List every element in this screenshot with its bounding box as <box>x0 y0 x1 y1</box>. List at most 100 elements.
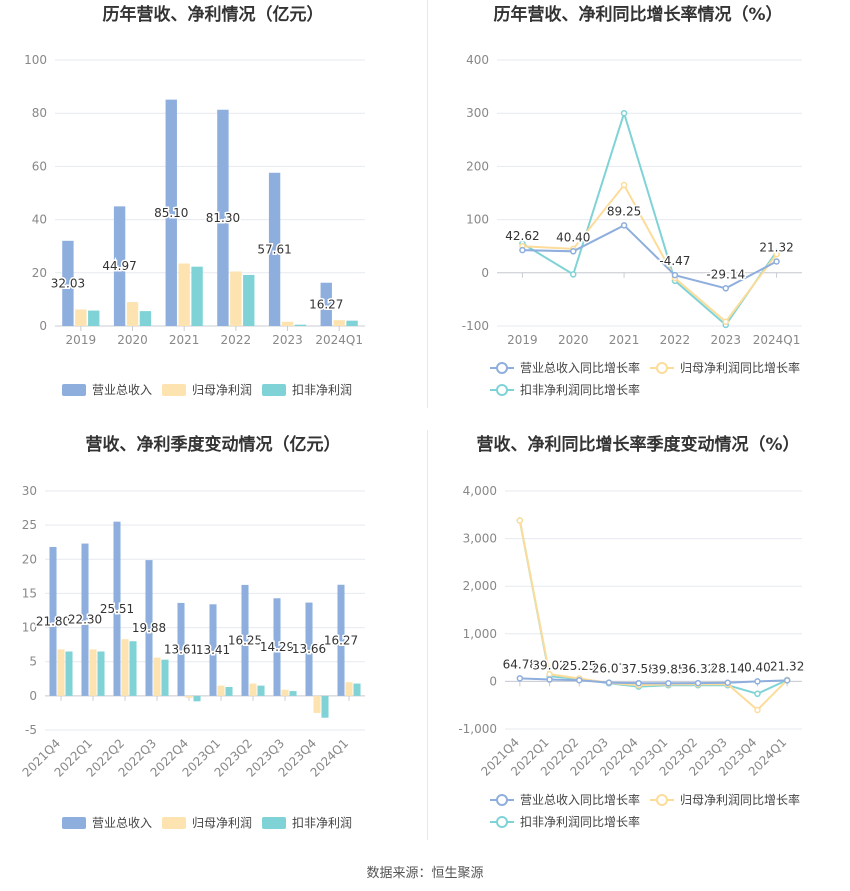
bar-2 <box>281 321 294 326</box>
series-point <box>570 248 577 255</box>
y-tick-label: 400 <box>466 53 489 67</box>
y-tick-label: 5 <box>29 655 37 669</box>
y-tick-label: 20 <box>32 266 47 280</box>
legend-swatch <box>62 384 86 396</box>
bar-3 <box>243 274 255 326</box>
data-label: 13.61 <box>164 642 198 656</box>
series-point <box>722 318 729 325</box>
data-label: 25.51 <box>100 602 134 616</box>
bar-1 <box>113 521 121 696</box>
legend-swatch <box>262 817 286 829</box>
bar-3 <box>289 691 297 696</box>
legend-label: 归母净利润 <box>192 383 252 397</box>
data-label: 85.10 <box>154 206 188 220</box>
data-label: 81.30 <box>206 211 240 225</box>
data-label: 14.29 <box>260 640 294 654</box>
y-tick-label: -5 <box>25 723 37 737</box>
y-tick-label: 4,000 <box>463 484 497 498</box>
bar-1 <box>337 584 345 696</box>
legend-label: 营业总收入同比增长率 <box>520 360 640 375</box>
legend: 营业总收入 归母净利润 扣非净利润 <box>62 816 352 830</box>
bar-2 <box>217 685 225 696</box>
y-tick-label: 1,000 <box>463 627 497 641</box>
bar-1 <box>217 109 229 326</box>
series-point <box>570 271 577 278</box>
legend-swatch-marker <box>496 384 508 396</box>
y-tick-label: 3,000 <box>463 532 497 546</box>
x-tick-label: 2022 <box>660 333 691 347</box>
series-point <box>694 679 702 687</box>
y-tick-label: 200 <box>466 159 489 173</box>
bar-3 <box>129 641 137 696</box>
x-tick-label: 2023 <box>272 333 303 347</box>
series-point <box>620 222 628 229</box>
series-line-3 <box>518 520 788 695</box>
bar-1 <box>49 546 57 696</box>
data-label: 37.58 <box>621 662 655 676</box>
legend-label: 扣非净利润 <box>292 383 352 397</box>
chart-title: 营收、净利季度变动情况（亿元） <box>86 434 341 455</box>
series-point <box>576 676 583 684</box>
data-label: 21.32 <box>770 659 804 673</box>
y-tick-label: 2,000 <box>463 579 497 593</box>
bar-1 <box>62 240 74 326</box>
legend-swatch <box>162 384 186 396</box>
bar-2 <box>249 683 257 696</box>
bar-3 <box>225 686 233 696</box>
data-label: 16.27 <box>309 297 343 311</box>
data-label: 57.61 <box>257 242 291 256</box>
chart-title: 营收、净利同比增长率季度变动情况（%） <box>476 434 799 455</box>
data-label: 64.78 <box>503 657 537 671</box>
y-tick-label: 100 <box>24 53 47 67</box>
chart-panel-2: 历年营收、净利同比增长率情况（%） -100 0 100 200 300 400 2019 20… <box>462 4 802 397</box>
y-tick-label: 40 <box>32 213 47 227</box>
series-line-3 <box>521 109 778 327</box>
bar-2 <box>281 689 289 696</box>
legend: 营业总收入 归母净利润 扣非净利润 <box>62 383 352 397</box>
bar-2 <box>153 657 161 696</box>
data-label: 22.30 <box>68 613 102 627</box>
x-tick-label: 2020 <box>558 333 589 347</box>
bar-1 <box>241 584 249 696</box>
x-tick-label: 2021 <box>169 333 200 347</box>
series-point <box>754 690 761 698</box>
data-label: 39.85 <box>651 662 685 676</box>
series-point <box>671 271 679 279</box>
bar-3 <box>346 320 358 326</box>
series-point <box>724 679 731 686</box>
data-label: 16.25 <box>228 633 262 647</box>
bar-2 <box>333 320 345 326</box>
bar-3 <box>161 659 169 696</box>
legend-label: 归母净利润同比增长率 <box>680 792 800 807</box>
series-point <box>546 676 553 683</box>
legend-label: 营业总收入同比增长率 <box>520 792 640 807</box>
y-tick-label: 25 <box>22 518 37 532</box>
data-label: 28.14 <box>711 662 745 676</box>
y-tick-label: 15 <box>22 586 37 600</box>
legend-swatch <box>162 817 186 829</box>
bar-2 <box>57 649 65 696</box>
bar-2 <box>230 271 242 326</box>
bar-1 <box>305 602 313 696</box>
data-source-label: 数据来源：恒生聚源 <box>366 866 484 881</box>
series-point <box>516 517 524 524</box>
bar-3 <box>139 311 152 326</box>
bar-2 <box>185 695 193 698</box>
data-label: 16.27 <box>324 633 358 647</box>
bar-1 <box>81 543 89 696</box>
series-point <box>754 678 761 685</box>
data-label: 44.97 <box>102 259 136 273</box>
legend-label: 营业总收入 <box>92 816 152 830</box>
y-tick-label: -1,000 <box>458 722 497 736</box>
series-line-2 <box>522 183 778 324</box>
series-point <box>722 285 729 292</box>
data-label: 32.03 <box>51 276 85 290</box>
bar-2 <box>313 695 321 713</box>
bar-3 <box>191 266 203 326</box>
bar-2 <box>345 682 353 696</box>
bar-2 <box>89 649 97 696</box>
x-tick-label: 2021 <box>609 333 640 347</box>
bar-1 <box>113 206 126 326</box>
series-point <box>605 679 613 686</box>
